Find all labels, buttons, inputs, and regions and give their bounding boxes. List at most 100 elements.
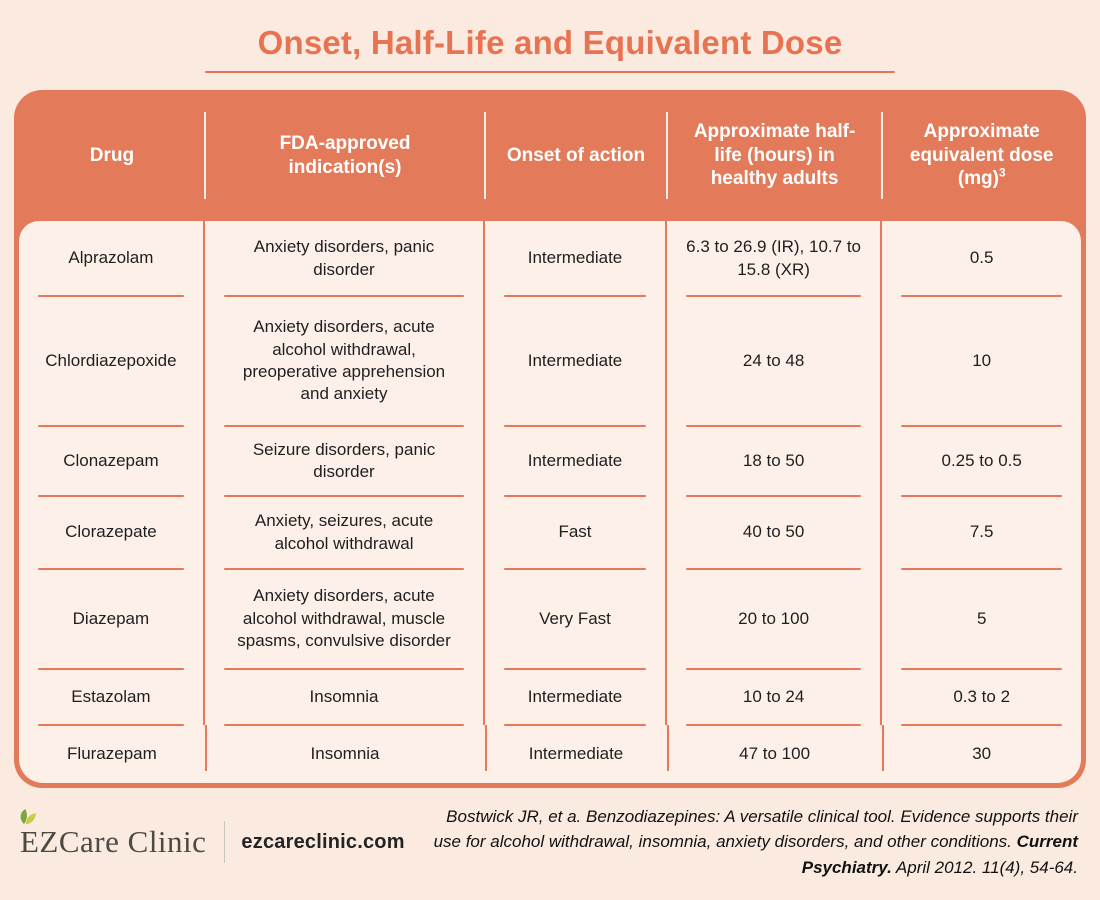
table-row: Diazepam Anxiety disorders, acute alcoho… (19, 569, 1081, 670)
table-row: Alprazolam Anxiety disorders, panic diso… (19, 221, 1081, 297)
half-life-text: 40 to 50 (742, 522, 805, 542)
table-row: Flurazepam Insomnia Intermediate 47 to 1… (19, 725, 1081, 783)
onset-text: Intermediate (528, 743, 624, 763)
drug-cell: Flurazepam (19, 725, 207, 783)
header-indications-label: FDA-approved indication(s) (279, 132, 411, 178)
dose-cell: 30 (882, 725, 1081, 783)
dose-text: 5 (976, 608, 987, 628)
half-life-cell: 40 to 50 (667, 496, 883, 570)
citation: Bostwick JR, et a. Benzodiazepines: A ve… (423, 804, 1078, 881)
dose-text: 7.5 (969, 522, 994, 542)
dose-text: 10 (972, 350, 992, 370)
brand-divider (224, 821, 226, 863)
drug-name: Estazolam (71, 686, 151, 706)
drug-name: Clonazepam (63, 450, 159, 470)
ezcare-logo: EZCare Clinic (20, 809, 207, 860)
indications-text: Anxiety disorders, acute alcohol withdra… (237, 586, 451, 651)
drug-name: Alprazolam (68, 248, 154, 268)
indications-text: Anxiety disorders, panic disorder (253, 237, 435, 279)
onset-cell: Intermediate (485, 221, 667, 297)
header-half-life-label: Approximate half-life (hours) in healthy… (693, 120, 856, 190)
onset-cell: Intermediate (485, 426, 667, 497)
header-footnote-superscript: 3 (998, 167, 1006, 181)
onset-text: Intermediate (527, 350, 623, 370)
header-onset-label: Onset of action (506, 144, 646, 166)
half-life-text: 47 to 100 (739, 743, 811, 763)
drug-cell: Diazepam (19, 569, 205, 670)
dose-text: 0.5 (969, 248, 994, 268)
citation-journal: Current Psychiatry. (801, 832, 1078, 877)
dose-cell: 7.5 (882, 496, 1081, 570)
dose-cell: 0.3 to 2 (882, 669, 1081, 726)
onset-text: Very Fast (539, 608, 611, 628)
table-row: Clorazepate Anxiety, seizures, acute alc… (19, 496, 1081, 570)
half-life-text: 18 to 50 (742, 450, 805, 470)
half-life-cell: 20 to 100 (667, 569, 883, 670)
onset-cell: Fast (485, 496, 667, 570)
dose-text: 0.3 to 2 (953, 686, 1011, 706)
indications-cell: Anxiety, seizures, acute alcohol withdra… (205, 496, 486, 570)
header-half-life: Approximate half-life (hours) in healthy… (667, 90, 883, 221)
half-life-text: 6.3 to 26.9 (IR), 10.7 to 15.8 (XR) (686, 237, 861, 279)
drug-cell: Estazolam (19, 669, 205, 726)
onset-cell: Intermediate (485, 669, 667, 726)
dose-cell: 0.5 (882, 221, 1081, 297)
brand-logo: EZCare Clinic ezcareclinic.com (20, 809, 405, 863)
leaf-icon (20, 809, 36, 825)
dose-cell: 0.25 to 0.5 (882, 426, 1081, 497)
header-equivalent-dose: Approximate equivalent dose (mg)3 (882, 90, 1081, 221)
title-underline (205, 71, 895, 73)
half-life-cell: 6.3 to 26.9 (IR), 10.7 to 15.8 (XR) (667, 221, 883, 297)
dose-cell: 10 (882, 296, 1081, 427)
header-drug: Drug (19, 90, 206, 221)
half-life-text: 10 to 24 (742, 686, 805, 706)
table-row: Chlordiazepoxide Anxiety disorders, acut… (19, 296, 1081, 427)
half-life-cell: 10 to 24 (667, 669, 883, 726)
indications-cell: Insomnia (205, 725, 488, 783)
drug-name: Flurazepam (67, 743, 157, 763)
half-life-cell: 18 to 50 (667, 426, 883, 497)
table-header-row: Drug FDA-approved indication(s) Onset of… (19, 90, 1081, 221)
logo-text: EZCare Clinic (20, 824, 207, 859)
half-life-cell: 24 to 48 (667, 296, 883, 427)
header-equivalent-dose-label: Approximate equivalent dose (mg)3 (892, 120, 1071, 191)
table-row: Clonazepam Seizure disorders, panic diso… (19, 426, 1081, 497)
table-body: Alprazolam Anxiety disorders, panic diso… (19, 221, 1081, 783)
indications-cell: Anxiety disorders, panic disorder (205, 221, 486, 297)
page-title: Onset, Half-Life and Equivalent Dose (257, 24, 843, 61)
drug-name: Diazepam (72, 608, 150, 628)
benzodiazepine-table: Drug FDA-approved indication(s) Onset of… (14, 90, 1086, 788)
dose-text: 30 (972, 743, 992, 763)
website-text: ezcareclinic.com (241, 830, 405, 853)
onset-text: Fast (558, 522, 592, 542)
onset-cell: Intermediate (485, 296, 667, 427)
indications-text: Insomnia (310, 743, 380, 763)
header-indications: FDA-approved indication(s) (205, 90, 487, 221)
drug-cell: Alprazolam (19, 221, 205, 297)
half-life-text: 24 to 48 (742, 350, 805, 370)
dose-cell: 5 (882, 569, 1081, 670)
drug-name: Clorazepate (65, 522, 157, 542)
indications-text: Anxiety disorders, acute alcohol withdra… (242, 317, 446, 404)
indications-text: Anxiety, seizures, acute alcohol withdra… (254, 511, 434, 553)
drug-name: Chlordiazepoxide (45, 350, 177, 370)
indications-text: Seizure disorders, panic disorder (252, 439, 436, 481)
drug-cell: Clorazepate (19, 496, 205, 570)
indications-cell: Seizure disorders, panic disorder (205, 426, 486, 497)
onset-cell: Intermediate (485, 725, 669, 783)
half-life-cell: 47 to 100 (667, 725, 884, 783)
indications-text: Insomnia (309, 686, 379, 706)
onset-text: Intermediate (527, 450, 623, 470)
indications-cell: Anxiety disorders, acute alcohol withdra… (205, 569, 486, 670)
title-block: Onset, Half-Life and Equivalent Dose (0, 0, 1100, 73)
drug-cell: Clonazepam (19, 426, 205, 497)
citation-text: Bostwick JR, et a. Benzodiazepines: A ve… (433, 806, 1078, 852)
header-drug-label: Drug (89, 144, 135, 166)
indications-cell: Insomnia (205, 669, 486, 726)
onset-text: Intermediate (527, 686, 623, 706)
dose-text: 0.25 to 0.5 (941, 450, 1022, 470)
footer: EZCare Clinic ezcareclinic.com Bostwick … (0, 788, 1100, 900)
citation-issue: April 2012. 11(4), 54-64. (891, 857, 1078, 877)
half-life-text: 20 to 100 (738, 608, 810, 628)
